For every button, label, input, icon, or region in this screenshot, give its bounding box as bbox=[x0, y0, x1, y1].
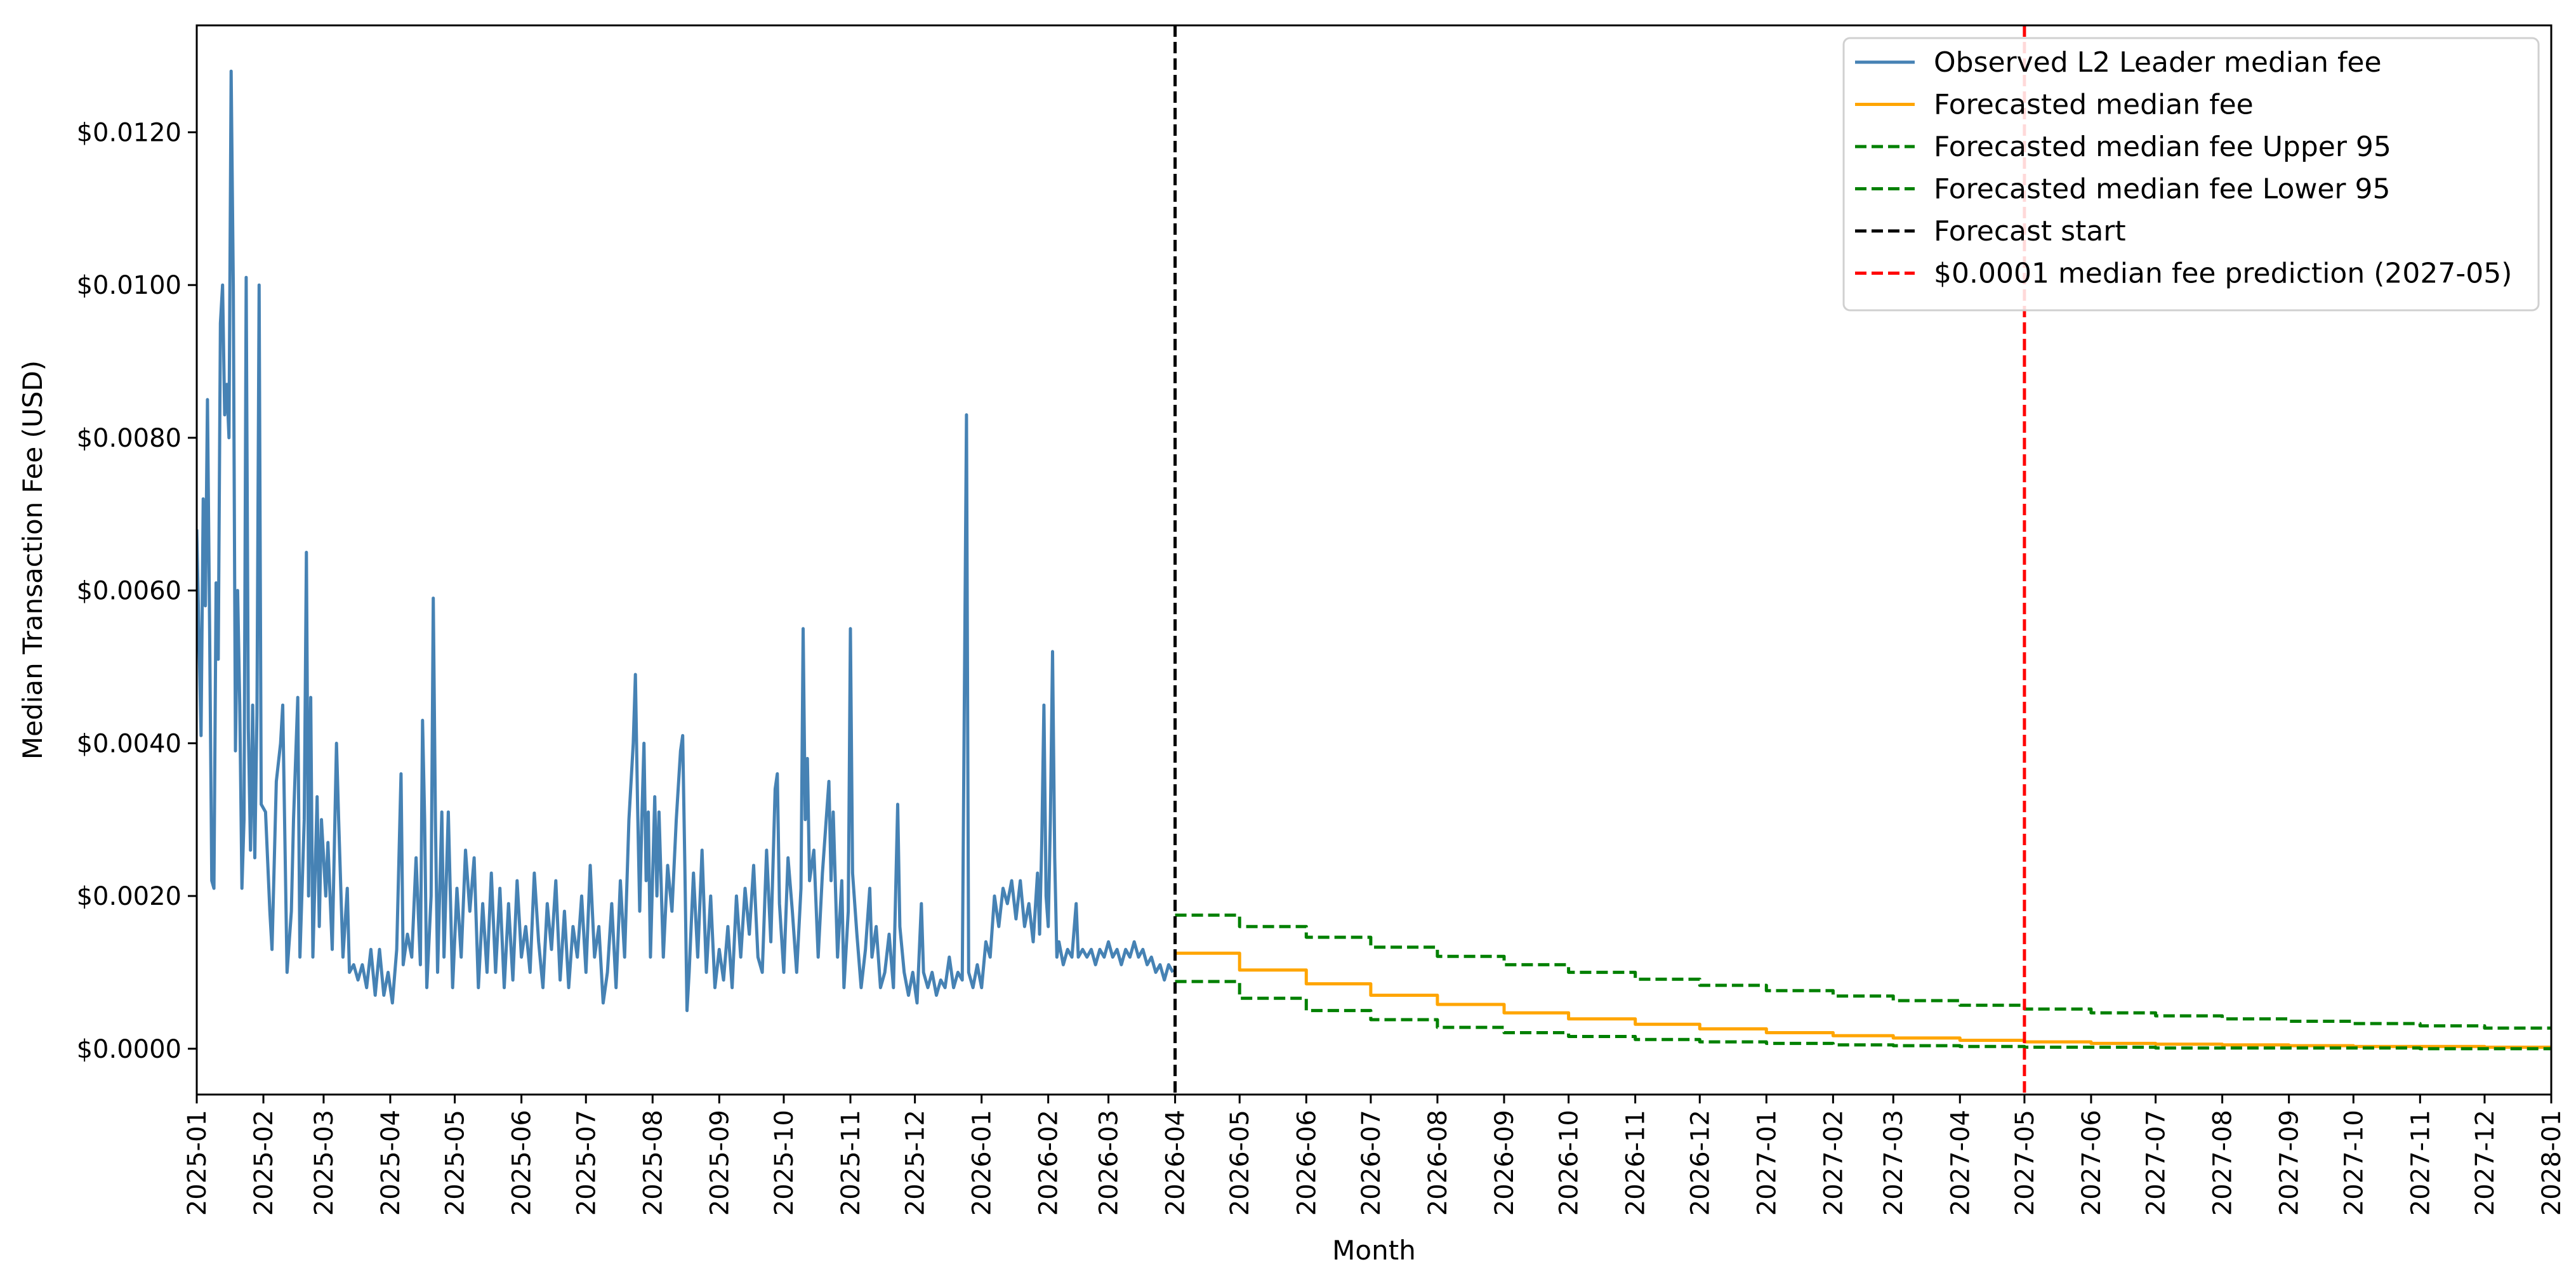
x-tick-label: 2025-02 bbox=[249, 1110, 279, 1216]
y-tick-label: $0.0060 bbox=[77, 577, 182, 606]
x-tick-label: 2028-01 bbox=[2537, 1110, 2566, 1216]
x-tick-label: 2027-10 bbox=[2339, 1110, 2368, 1216]
legend-label: Forecasted median fee Lower 95 bbox=[1934, 173, 2391, 206]
x-tick-label: 2025-12 bbox=[901, 1110, 930, 1216]
x-tick-label: 2026-03 bbox=[1095, 1110, 1124, 1216]
x-axis-title: Month bbox=[1332, 1235, 1416, 1266]
x-tick-label: 2027-11 bbox=[2406, 1110, 2435, 1216]
series-line-3 bbox=[1175, 913, 2551, 1030]
x-tick-label: 2025-10 bbox=[770, 1110, 799, 1216]
x-tick-label: 2026-08 bbox=[1423, 1110, 1453, 1216]
y-tick-label: $0.0040 bbox=[77, 729, 182, 758]
x-tick-label: 2025-08 bbox=[638, 1110, 668, 1216]
x-tick-label: 2027-04 bbox=[1946, 1110, 1975, 1216]
y-tick-label: $0.0020 bbox=[77, 882, 182, 911]
x-tick-label: 2025-09 bbox=[705, 1110, 734, 1216]
x-tick-label: 2026-07 bbox=[1357, 1110, 1386, 1216]
y-tick-label: $0.0100 bbox=[77, 271, 182, 300]
x-tick-label: 2025-06 bbox=[508, 1110, 537, 1216]
series-line-4 bbox=[1175, 980, 2551, 1051]
legend-box bbox=[1842, 37, 2540, 312]
x-tick-label: 2027-09 bbox=[2275, 1110, 2304, 1216]
x-tick-label: 2025-04 bbox=[376, 1110, 406, 1216]
x-tick-label: 2025-05 bbox=[441, 1110, 470, 1216]
x-tick-label: 2026-05 bbox=[1225, 1110, 1255, 1216]
y-axis: $0.0000 $0.0020 $0.0040 $0.0060 $0.0080 $0.01… bbox=[77, 119, 197, 1064]
legend: Observed L2 Leader median fee Forecasted … bbox=[1842, 37, 2540, 312]
series-line-1 bbox=[197, 69, 1175, 1013]
x-tick-label: 2025-01 bbox=[183, 1110, 212, 1216]
y-tick-label: $0.0080 bbox=[77, 424, 182, 453]
y-axis-title: Median Transaction Fee (USD) bbox=[17, 360, 48, 760]
plot-content bbox=[197, 69, 2551, 1051]
x-axis: 2025-01 2025-02 2025-03 2025-04 2025-05 2025-… bbox=[183, 1095, 2566, 1216]
x-tick-label: 2026-01 bbox=[968, 1110, 997, 1216]
x-tick-label: 2027-06 bbox=[2077, 1110, 2106, 1216]
x-tick-label: 2025-11 bbox=[836, 1110, 866, 1216]
legend-label: $0.0001 median fee prediction (2027-05) bbox=[1934, 258, 2512, 290]
x-tick-label: 2026-11 bbox=[1622, 1110, 1651, 1216]
vertical-markers bbox=[1173, 25, 2026, 1095]
x-tick-label: 2027-08 bbox=[2209, 1110, 2238, 1216]
x-tick-label: 2027-07 bbox=[2142, 1110, 2171, 1216]
x-tick-label: 2027-03 bbox=[1879, 1110, 1908, 1216]
x-tick-label: 2026-04 bbox=[1161, 1110, 1191, 1216]
x-tick-label: 2027-01 bbox=[1752, 1110, 1781, 1216]
x-tick-label: 2025-03 bbox=[310, 1110, 339, 1216]
x-tick-label: 2026-02 bbox=[1034, 1110, 1064, 1216]
y-tick-label: $0.0000 bbox=[77, 1035, 182, 1064]
plot-frame bbox=[195, 24, 2553, 1096]
x-tick-label: 2026-10 bbox=[1555, 1110, 1584, 1216]
x-tick-label: 2026-12 bbox=[1686, 1110, 1715, 1216]
x-tick-label: 2026-06 bbox=[1292, 1110, 1321, 1216]
legend-label: Forecasted median fee bbox=[1934, 89, 2254, 121]
y-tick-label: $0.0120 bbox=[77, 119, 182, 148]
legend-label: Observed L2 Leader median fee bbox=[1934, 46, 2382, 79]
x-tick-label: 2025-07 bbox=[572, 1110, 601, 1216]
x-tick-label: 2027-12 bbox=[2471, 1110, 2500, 1216]
legend-label: Forecasted median fee Upper 95 bbox=[1934, 131, 2391, 163]
x-tick-label: 2026-09 bbox=[1490, 1110, 1519, 1216]
legend-label: Forecast start bbox=[1934, 215, 2126, 247]
x-tick-label: 2027-02 bbox=[1819, 1110, 1848, 1216]
series-line-2 bbox=[1175, 951, 2551, 1049]
x-tick-label: 2027-05 bbox=[2011, 1110, 2040, 1216]
